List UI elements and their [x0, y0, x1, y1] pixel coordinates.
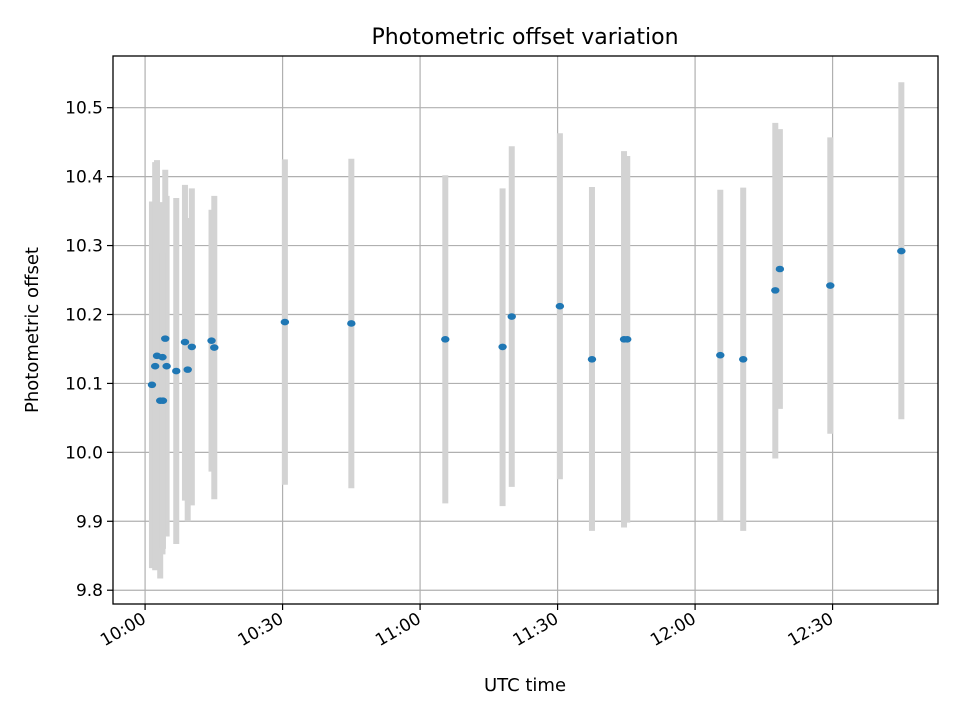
- data-point-24: [739, 355, 748, 363]
- data-point-26: [775, 265, 785, 273]
- y-tick-label-4: 10.2: [65, 305, 103, 325]
- errorbar-layer: [148, 82, 905, 579]
- data-point-4: [158, 353, 167, 361]
- x-tick-label-2: 11:00: [372, 609, 424, 651]
- data-point-12: [207, 337, 216, 344]
- y-tick-label-0: 9.8: [76, 581, 103, 601]
- data-point-23: [716, 351, 725, 359]
- data-point-0: [147, 381, 157, 389]
- y-axis-label: Photometric offset: [22, 247, 43, 413]
- point-layer: [147, 247, 906, 404]
- plot-frame: [112, 55, 939, 605]
- data-point-22: [623, 336, 632, 343]
- data-point-1: [150, 362, 160, 370]
- x-tick-label-3: 11:30: [510, 609, 562, 651]
- y-tick-label-1: 9.9: [76, 512, 103, 532]
- data-point-8: [172, 367, 181, 375]
- x-axis-label: UTC time: [484, 675, 566, 696]
- data-point-28: [897, 247, 906, 255]
- data-point-27: [826, 282, 835, 289]
- y-tick-label-7: 10.5: [65, 99, 103, 119]
- data-point-10: [183, 366, 192, 373]
- data-point-20: [587, 355, 597, 363]
- data-point-18: [507, 313, 516, 320]
- data-point-9: [180, 338, 190, 346]
- data-point-16: [441, 336, 450, 343]
- data-point-25: [771, 287, 780, 294]
- x-tick-label-0: 10:00: [97, 609, 149, 651]
- data-point-6: [162, 362, 171, 370]
- grid-layer: [113, 56, 938, 604]
- x-tick-label-1: 10:30: [235, 609, 287, 651]
- data-point-15: [347, 320, 356, 327]
- data-point-7: [158, 397, 168, 404]
- y-tick-label-6: 10.4: [65, 168, 103, 188]
- x-tick-label-4: 12:00: [647, 609, 699, 651]
- y-tick-label-3: 10.1: [65, 374, 103, 394]
- y-tick-label-5: 10.3: [65, 237, 103, 257]
- y-tick-label-2: 10.0: [65, 443, 103, 463]
- x-tick-label-5: 12:30: [785, 609, 837, 651]
- chart-title: Photometric offset variation: [371, 25, 678, 50]
- data-point-17: [498, 343, 507, 351]
- data-point-14: [280, 318, 290, 326]
- data-point-11: [187, 343, 197, 351]
- data-point-13: [210, 344, 219, 351]
- data-point-5: [161, 335, 170, 342]
- data-point-19: [555, 302, 565, 310]
